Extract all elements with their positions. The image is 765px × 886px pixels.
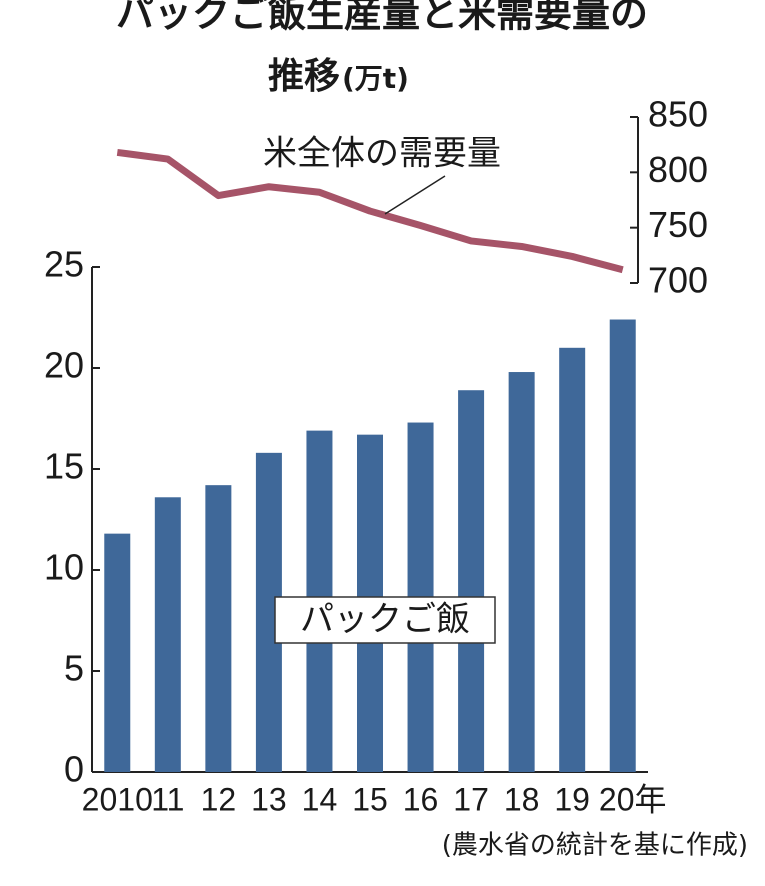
- series-label: 米全体の需要量: [263, 134, 501, 174]
- y-tick-label: 25: [44, 244, 84, 285]
- y-tick-label: 10: [44, 547, 84, 588]
- y2-tick-label: 850: [648, 94, 708, 135]
- series-label: パックご飯: [300, 600, 470, 640]
- x-tick-label: 20年: [599, 781, 667, 817]
- y-tick-label: 20: [44, 345, 84, 386]
- chart-title: 推移: [268, 56, 340, 97]
- x-tick-label: 18: [504, 781, 540, 817]
- y2-tick-label: 750: [648, 204, 708, 245]
- y-tick-label: 0: [64, 749, 84, 790]
- x-tick-label: 11: [151, 781, 184, 817]
- line: [116, 148, 624, 274]
- y2-tick-label: 800: [648, 149, 708, 190]
- bar: [205, 485, 232, 772]
- x-tick-label: 14: [302, 781, 338, 817]
- leader-line: [384, 175, 446, 215]
- x-tick-label: 17: [453, 781, 489, 817]
- bar: [508, 372, 535, 772]
- chart-title: パックご飯生産量と米需要量の: [116, 0, 648, 36]
- x-tick-label: 19: [554, 781, 590, 817]
- source-note: (農水省の統計を基に作成): [442, 831, 748, 861]
- x-tick-label: 15: [352, 781, 388, 817]
- x-tick-label: 12: [201, 781, 237, 817]
- label-box: [274, 596, 496, 644]
- y-tick-label: 15: [44, 446, 84, 487]
- bar: [154, 497, 181, 772]
- bar: [609, 319, 636, 772]
- bar: [458, 390, 485, 772]
- y2-tick-label: 700: [648, 260, 708, 301]
- x-tick-label: 16: [403, 781, 439, 817]
- y-tick-label: 5: [64, 648, 84, 689]
- x-tick-label: 13: [251, 781, 287, 817]
- unit-label: (万t): [342, 62, 409, 95]
- bar: [104, 533, 131, 772]
- x-tick-label: 2010: [82, 781, 153, 817]
- bar: [559, 347, 586, 772]
